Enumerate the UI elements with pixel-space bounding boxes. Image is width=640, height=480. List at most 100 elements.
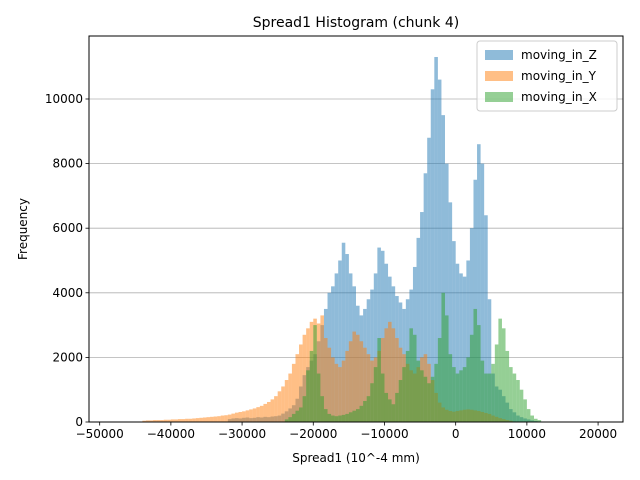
bar-moving_in_Z-61 (445, 163, 449, 422)
bar-moving_in_X-23 (366, 396, 371, 422)
bar-moving_in_X-57 (487, 373, 492, 422)
bar-moving_in_X-56 (484, 373, 488, 422)
bar-moving_in_Z-64 (455, 263, 460, 422)
bar-moving_in_X-16 (341, 414, 346, 422)
bar-moving_in_X-38 (420, 370, 424, 422)
bar-moving_in_X-12 (327, 413, 332, 422)
bar-moving_in_Y-6 (163, 419, 168, 422)
plot-area-frame (88, 35, 624, 423)
bar-moving_in_Y-24 (227, 414, 232, 422)
bar-moving_in_Y-36 (270, 399, 275, 422)
bar-moving_in_Y-3 (153, 420, 157, 422)
bar-moving_in_Y-5 (160, 420, 164, 422)
bar-moving_in_Y-40 (284, 380, 289, 422)
x-axis-label: Spread1 (10^-4 mm) (292, 451, 420, 465)
bar-moving_in_X-8 (313, 325, 317, 422)
bar-moving_in_X-33 (402, 367, 406, 422)
bar-moving_in_Z-54 (420, 212, 424, 422)
bar-moving_in_Z-55 (423, 173, 428, 422)
bar-moving_in_X-67 (523, 399, 527, 422)
bar-moving_in_Z-72 (484, 215, 488, 422)
bar-moving_in_Y-35 (267, 401, 271, 422)
bar-moving_in_X-5 (302, 396, 307, 422)
bar-moving_in_Z-60 (441, 115, 445, 423)
legend-label-moving_in_Z: moving_in_Z (521, 48, 597, 62)
bar-moving_in_X-40 (427, 383, 431, 422)
bar-moving_in_X-59 (494, 344, 499, 422)
bar-moving_in_X-28 (384, 392, 389, 422)
bar-moving_in_Y-27 (238, 411, 243, 422)
bar-moving_in_X-4 (299, 407, 303, 422)
bar-moving_in_X-32 (398, 380, 403, 422)
bar-moving_in_Y-0 (142, 420, 146, 422)
bar-moving_in_Y-19 (210, 416, 214, 422)
bar-moving_in_Y-57 (345, 350, 349, 422)
bar-moving_in_X-35 (409, 328, 413, 422)
bar-moving_in_X-43 (437, 338, 442, 422)
bar-moving_in_X-55 (480, 360, 485, 422)
bar-moving_in_Z-33 (345, 254, 349, 422)
bar-moving_in_Y-50 (320, 315, 324, 422)
bar-moving_in_Z-62 (448, 202, 453, 422)
y-axis-ticks: 0 2000 4000 6000 8000 10000 (45, 92, 89, 429)
bar-moving_in_Y-14 (192, 418, 196, 422)
x-tick-label-4: −10000 (360, 427, 408, 441)
bar-moving_in_X-48 (455, 373, 460, 422)
bar-moving_in_Y-9 (174, 419, 178, 422)
bar-moving_in_X-52 (469, 334, 474, 422)
bar-moving_in_Y-69 (388, 321, 392, 422)
bar-moving_in_Y-32 (256, 407, 260, 422)
bar-moving_in_Y-37 (274, 396, 278, 422)
bar-moving_in_X-65 (516, 380, 520, 422)
bar-moving_in_Y-1 (145, 420, 150, 422)
bar-moving_in_X-27 (380, 373, 385, 422)
bar-moving_in_Y-8 (170, 419, 175, 422)
histogram-bars (142, 56, 542, 423)
bar-moving_in_Z-73 (487, 299, 492, 422)
bar-moving_in_Y-34 (263, 403, 267, 422)
bar-moving_in_Z-71 (480, 163, 485, 422)
bar-moving_in_Y-23 (224, 415, 228, 422)
bar-moving_in_Z-31 (338, 260, 342, 422)
bar-moving_in_X-41 (430, 376, 435, 422)
bar-moving_in_Z-67 (466, 260, 470, 422)
y-axis-label: Frequency (16, 198, 30, 260)
y-tick-label-1: 2000 (52, 350, 83, 364)
bar-moving_in_X-14 (334, 416, 339, 422)
bar-moving_in_Z-29 (331, 286, 335, 422)
bar-moving_in_X-19 (352, 410, 356, 422)
chart-title: Spread1 Histogram (chunk 4) (253, 15, 459, 31)
bar-moving_in_X-26 (377, 338, 381, 422)
bar-moving_in_Y-26 (234, 412, 239, 422)
bar-moving_in_Y-28 (242, 411, 246, 422)
bar-moving_in_Y-62 (363, 347, 367, 422)
y-tick-label-2: 4000 (52, 286, 83, 300)
bar-moving_in_X-49 (459, 370, 463, 422)
bar-moving_in_Y-30 (249, 409, 253, 422)
bar-moving_in_X-63 (509, 367, 513, 422)
bar-moving_in_Y-58 (348, 341, 353, 422)
bar-moving_in_Y-51 (323, 338, 328, 422)
bar-moving_in_Z-58 (434, 56, 438, 422)
bar-moving_in_X-22 (363, 401, 367, 422)
bar-moving_in_X-54 (477, 325, 481, 422)
bar-moving_in_Z-41 (373, 273, 378, 422)
bar-moving_in_X-7 (309, 350, 314, 422)
bar-moving_in_Y-55 (338, 367, 342, 422)
bar-moving_in_X-24 (370, 383, 374, 422)
bar-moving_in_Y-31 (252, 408, 257, 422)
bar-moving_in_Y-12 (185, 418, 189, 422)
bar-moving_in_X-70 (534, 418, 538, 422)
bar-moving_in_Z-56 (427, 137, 431, 422)
legend-label-moving_in_Y: moving_in_Y (521, 69, 597, 83)
x-tick-label-2: −30000 (218, 427, 266, 441)
bar-moving_in_Y-25 (231, 413, 235, 422)
bar-moving_in_X-18 (348, 412, 353, 422)
legend: moving_in_Z moving_in_Y moving_in_X (476, 40, 618, 112)
bar-moving_in_Y-18 (206, 417, 211, 422)
bar-moving_in_X-20 (356, 409, 360, 422)
bar-moving_in_X-51 (466, 357, 470, 422)
bar-moving_in_Z-69 (473, 179, 478, 422)
bar-moving_in_Z-66 (462, 276, 467, 422)
